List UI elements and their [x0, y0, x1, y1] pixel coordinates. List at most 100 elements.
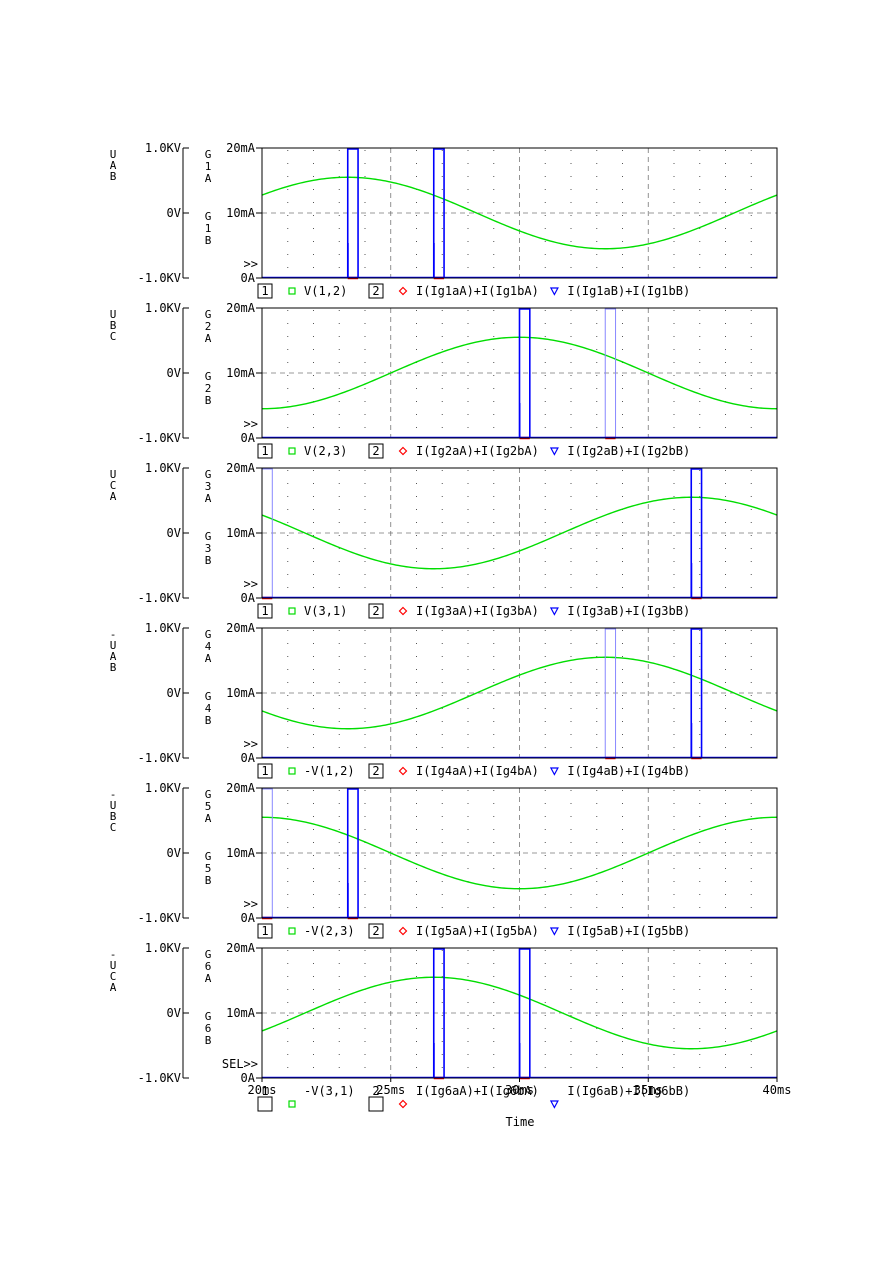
x-tick-label: 25ms [376, 1083, 405, 1097]
legend-number: 2 [372, 444, 379, 458]
legend-diamond-icon [398, 446, 408, 456]
current-b-pulse [604, 308, 617, 438]
current-b-pulse [604, 628, 617, 758]
legend-box-2 [368, 763, 384, 779]
current-tick-label: 20mA [226, 781, 256, 795]
legend-number: 1 [261, 924, 268, 938]
x-tick-label: 30ms [505, 1083, 534, 1097]
left-tick-label: 1.0KV [145, 941, 181, 955]
legend-square-icon [288, 927, 296, 935]
left-tick-label: -1.0KV [138, 431, 181, 445]
legend-diamond-icon [398, 606, 408, 616]
legend-triangle-icon [549, 607, 559, 616]
selection-marker: SEL>> [222, 1057, 258, 1071]
legend-series-1: -V(3,1) [304, 1084, 355, 1098]
left-tick-label: 1.0KV [145, 301, 181, 315]
current-tick-label: 0A [241, 751, 256, 765]
legend-box-2 [368, 283, 384, 299]
selection-marker: >> [244, 417, 258, 431]
current-tick-label: 20mA [226, 461, 256, 475]
left-tick-label: 0V [167, 686, 181, 700]
current-b-pulse [346, 148, 359, 278]
legend-series-1: -V(2,3) [304, 924, 355, 938]
left-tick-label: 1.0KV [145, 141, 181, 155]
legend-triangle-icon [549, 287, 559, 296]
current-b-pulse [432, 948, 445, 1078]
legend-box-1 [257, 603, 273, 619]
legend-triangle-icon [549, 447, 559, 456]
legend-series-2: I(Ig3aA)+I(Ig3bA) [416, 604, 539, 618]
selection-marker: >> [244, 257, 258, 271]
legend-series-3: I(Ig6aB)+I(Ig6bB) [567, 1084, 690, 1098]
legend-number: 2 [372, 1084, 379, 1098]
legend-square-icon [288, 447, 296, 455]
current-tick-label: 20mA [226, 301, 256, 315]
left-tick-label: -1.0KV [138, 1071, 181, 1085]
legend-box-1 [257, 443, 273, 459]
legend-number: 1 [261, 444, 268, 458]
current-b-pulse [518, 308, 531, 438]
legend-box-1 [257, 763, 273, 779]
current-tick-label: 20mA [226, 141, 256, 155]
left-tick-label: 0V [167, 846, 181, 860]
panel-3: U C A G 3 A G 3 B [110, 467, 778, 619]
current-tick-label: 0A [241, 271, 256, 285]
current-b-pulse [261, 788, 273, 918]
panel-5: -U B C G 5 A G 5 B [110, 787, 778, 939]
current-tick-label: 0A [241, 591, 256, 605]
legend-square-icon [288, 287, 296, 295]
legend-series-2: I(Ig1aA)+I(Ig1bA) [416, 284, 539, 298]
legend-series-2: I(Ig5aA)+I(Ig5bA) [416, 924, 539, 938]
legend-box-1 [257, 923, 273, 939]
left-tick-label: -1.0KV [138, 751, 181, 765]
x-axis-label: Time [506, 1115, 535, 1129]
left-tick-label: 0V [167, 366, 181, 380]
current-b-pulse [346, 788, 359, 918]
legend-series-3: I(Ig5aB)+I(Ig5bB) [567, 924, 690, 938]
legend-number: 2 [372, 604, 379, 618]
legend-diamond-icon [398, 286, 408, 296]
current-tick-label: 10mA [226, 206, 256, 220]
legend-number: 2 [372, 284, 379, 298]
x-tick-label: 40ms [763, 1083, 792, 1097]
left-tick-label: -1.0KV [138, 911, 181, 925]
left-tick-label: -1.0KV [138, 271, 181, 285]
legend-series-3: I(Ig4aB)+I(Ig4bB) [567, 764, 690, 778]
legend-square-icon [288, 1100, 296, 1108]
legend-triangle-icon [549, 1100, 559, 1109]
legend-box-1 [257, 1096, 273, 1112]
legend-series-3: I(Ig3aB)+I(Ig3bB) [567, 604, 690, 618]
selection-marker: >> [244, 897, 258, 911]
legend-number: 2 [372, 764, 379, 778]
legend-number: 2 [372, 924, 379, 938]
current-tick-label: 0A [241, 911, 256, 925]
left-tick-label: 0V [167, 1006, 181, 1020]
left-tick-label: 1.0KV [145, 781, 181, 795]
legend-triangle-icon [549, 767, 559, 776]
selection-marker: >> [244, 577, 258, 591]
voltage-axis-label: -U B C [110, 788, 117, 834]
legend-box-2 [368, 603, 384, 619]
legend-series-3: I(Ig2aB)+I(Ig2bB) [567, 444, 690, 458]
left-tick-label: 0V [167, 206, 181, 220]
panel-2: U B C G 2 A G 2 B [110, 307, 778, 459]
current-b-pulse [432, 148, 445, 278]
current-tick-label: 10mA [226, 1006, 256, 1020]
current-tick-label: 10mA [226, 366, 256, 380]
legend-number: 1 [261, 764, 268, 778]
legend-diamond-icon [398, 926, 408, 936]
panel-4: -U A B G 4 A G 4 B [110, 627, 778, 779]
selection-marker: >> [244, 737, 258, 751]
left-tick-label: 1.0KV [145, 461, 181, 475]
legend-triangle-icon [549, 927, 559, 936]
